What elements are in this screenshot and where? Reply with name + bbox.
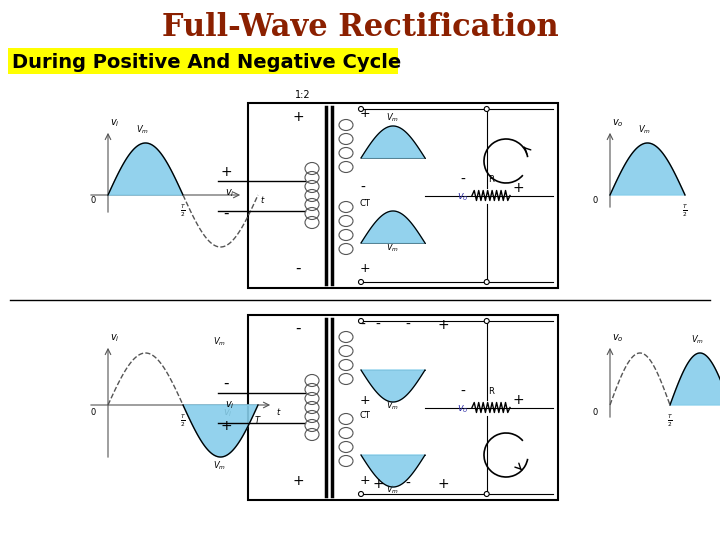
Text: $\frac{T}{2}$: $\frac{T}{2}$ (682, 202, 688, 219)
Text: -: - (360, 180, 365, 194)
Text: -: - (405, 477, 410, 491)
Text: R: R (488, 387, 494, 395)
Text: +: + (437, 318, 449, 332)
Text: -: - (461, 172, 465, 186)
Text: $t$: $t$ (260, 194, 266, 205)
Polygon shape (670, 353, 720, 405)
Text: $V_m$: $V_m$ (691, 334, 705, 347)
Text: $\frac{T}{2}$: $\frac{T}{2}$ (180, 413, 186, 429)
Text: $v_i$: $v_i$ (110, 332, 120, 344)
Text: +: + (360, 262, 371, 275)
Text: +: + (220, 165, 232, 179)
Text: $v_o$: $v_o$ (612, 332, 624, 344)
Text: +: + (372, 477, 384, 491)
Text: +: + (292, 110, 304, 124)
Text: +: + (360, 107, 371, 120)
Ellipse shape (485, 491, 489, 496)
Text: $V_m$: $V_m$ (387, 399, 400, 411)
Text: 0: 0 (91, 196, 96, 205)
Bar (248, 315, 558, 500)
Text: +: + (360, 474, 371, 487)
Text: +: + (512, 180, 524, 194)
Polygon shape (108, 143, 183, 195)
Ellipse shape (485, 280, 489, 285)
Text: +: + (437, 477, 449, 491)
Text: $v_o$: $v_o$ (457, 192, 469, 203)
Text: $\frac{T}{2}$: $\frac{T}{2}$ (667, 413, 673, 429)
Text: 1:2: 1:2 (295, 90, 311, 100)
Text: $v_i$: $v_i$ (223, 407, 233, 419)
Text: +: + (292, 474, 304, 488)
Text: -: - (461, 384, 465, 399)
Text: 0: 0 (593, 196, 598, 205)
Ellipse shape (359, 106, 364, 111)
Text: -: - (376, 318, 380, 332)
Text: $T$: $T$ (254, 414, 262, 425)
Bar (248, 103, 558, 288)
Text: 0: 0 (593, 408, 598, 417)
Text: $v_i$: $v_i$ (225, 187, 235, 199)
Polygon shape (361, 211, 425, 243)
Text: $v_i$: $v_i$ (225, 400, 235, 411)
Polygon shape (361, 370, 425, 402)
Text: +: + (512, 393, 524, 407)
Ellipse shape (359, 491, 364, 496)
Text: $V_m$: $V_m$ (387, 242, 400, 254)
Ellipse shape (485, 319, 489, 323)
Text: Full-Wave Rectification: Full-Wave Rectification (161, 12, 559, 44)
Polygon shape (610, 143, 685, 195)
Text: -: - (405, 318, 410, 332)
Text: $v_i$: $v_i$ (110, 117, 120, 129)
Text: -: - (295, 321, 301, 336)
Text: -: - (360, 318, 365, 332)
Text: +: + (360, 394, 371, 407)
Ellipse shape (485, 106, 489, 111)
Text: 0: 0 (91, 408, 96, 417)
Text: -: - (223, 375, 229, 390)
Text: $V_m$: $V_m$ (387, 111, 400, 124)
Text: $\frac{T}{2}$: $\frac{T}{2}$ (180, 202, 186, 219)
Text: -: - (223, 206, 229, 220)
Text: $V_m$: $V_m$ (387, 484, 400, 496)
Text: $v_o$: $v_o$ (612, 117, 624, 129)
Text: -: - (295, 261, 301, 276)
Text: $v_o$: $v_o$ (457, 403, 469, 415)
Text: $V_m$: $V_m$ (137, 124, 150, 137)
Text: $t$: $t$ (276, 406, 282, 417)
Bar (8, 48, 398, 74)
Polygon shape (361, 455, 425, 487)
Ellipse shape (359, 280, 364, 285)
Text: CT: CT (360, 410, 371, 420)
Text: R: R (488, 174, 494, 184)
Text: $V_m$: $V_m$ (213, 460, 227, 472)
Text: During Positive And Negative Cycle: During Positive And Negative Cycle (12, 53, 401, 72)
Text: CT: CT (360, 199, 371, 207)
Text: $V_m$: $V_m$ (213, 336, 227, 348)
Text: $V_m$: $V_m$ (639, 124, 652, 137)
Polygon shape (183, 405, 258, 457)
Polygon shape (361, 126, 425, 158)
Text: +: + (220, 418, 232, 433)
Ellipse shape (359, 319, 364, 323)
